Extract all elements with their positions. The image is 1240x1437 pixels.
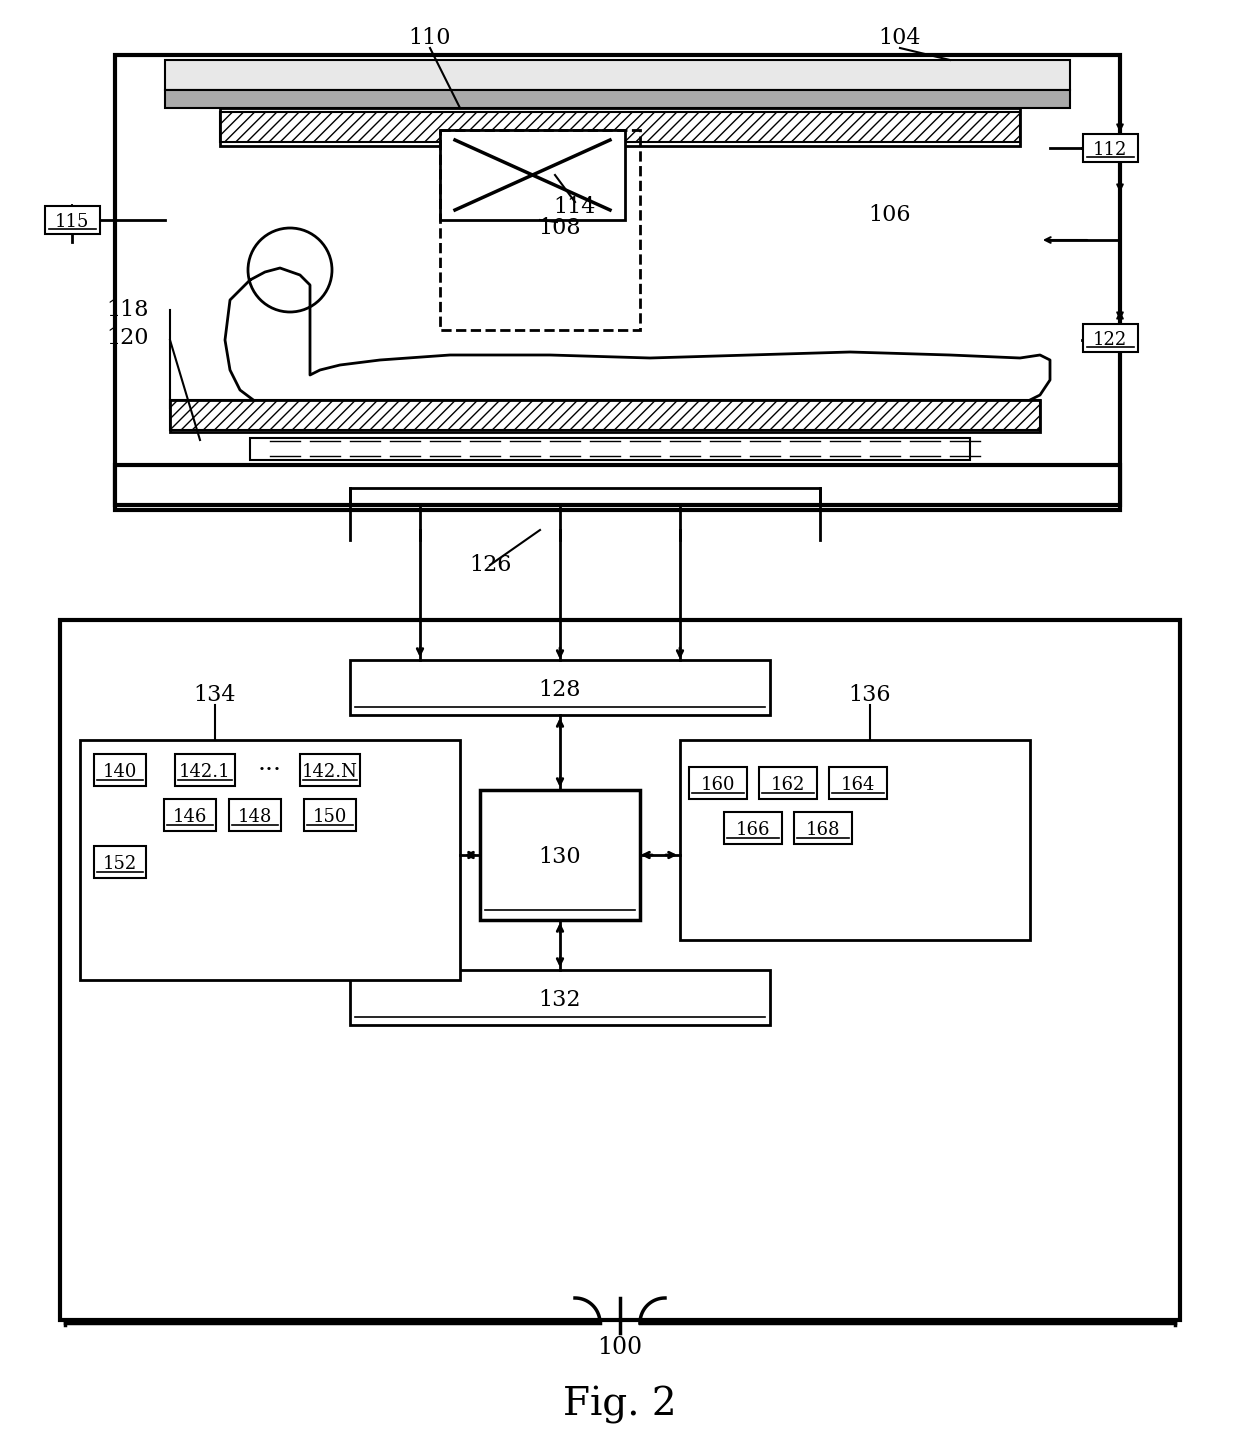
- FancyBboxPatch shape: [1083, 134, 1137, 162]
- FancyBboxPatch shape: [300, 754, 360, 786]
- Text: 104: 104: [879, 27, 921, 49]
- FancyBboxPatch shape: [165, 60, 1070, 91]
- Text: 120: 120: [107, 328, 149, 349]
- FancyBboxPatch shape: [680, 740, 1030, 940]
- Text: ···: ···: [258, 759, 281, 782]
- Text: 140: 140: [103, 763, 138, 780]
- Text: 132: 132: [538, 989, 582, 1010]
- Bar: [440, 129, 640, 331]
- Text: 168: 168: [806, 821, 841, 839]
- FancyBboxPatch shape: [794, 812, 852, 844]
- Text: 136: 136: [848, 684, 892, 706]
- FancyBboxPatch shape: [115, 55, 1120, 510]
- Text: 166: 166: [735, 821, 770, 839]
- FancyBboxPatch shape: [229, 799, 281, 831]
- FancyBboxPatch shape: [350, 660, 770, 716]
- Polygon shape: [224, 267, 1050, 420]
- FancyBboxPatch shape: [759, 767, 817, 799]
- FancyBboxPatch shape: [60, 619, 1180, 1321]
- FancyBboxPatch shape: [219, 112, 1021, 142]
- Text: 164: 164: [841, 776, 875, 795]
- Text: 108: 108: [538, 217, 582, 239]
- FancyBboxPatch shape: [165, 91, 1070, 108]
- FancyBboxPatch shape: [81, 740, 460, 980]
- FancyBboxPatch shape: [250, 438, 970, 460]
- FancyBboxPatch shape: [350, 970, 770, 1025]
- FancyBboxPatch shape: [440, 129, 625, 220]
- Text: 126: 126: [469, 555, 511, 576]
- Text: 114: 114: [554, 195, 596, 218]
- Text: 128: 128: [538, 678, 582, 700]
- FancyBboxPatch shape: [94, 754, 146, 786]
- FancyBboxPatch shape: [830, 767, 887, 799]
- Text: 160: 160: [701, 776, 735, 795]
- FancyBboxPatch shape: [1083, 323, 1137, 352]
- Text: 118: 118: [107, 299, 149, 320]
- FancyBboxPatch shape: [170, 399, 1040, 430]
- FancyBboxPatch shape: [689, 767, 746, 799]
- Text: 112: 112: [1092, 141, 1127, 160]
- FancyBboxPatch shape: [175, 754, 236, 786]
- FancyBboxPatch shape: [94, 846, 146, 878]
- FancyBboxPatch shape: [304, 799, 356, 831]
- Text: 146: 146: [172, 808, 207, 826]
- Text: 142.N: 142.N: [303, 763, 358, 780]
- Text: 110: 110: [409, 27, 451, 49]
- Text: 130: 130: [538, 846, 582, 868]
- Text: 162: 162: [771, 776, 805, 795]
- Text: 134: 134: [193, 684, 237, 706]
- Text: 150: 150: [312, 808, 347, 826]
- Text: 152: 152: [103, 855, 138, 874]
- Text: 100: 100: [598, 1336, 642, 1359]
- FancyBboxPatch shape: [164, 799, 216, 831]
- Text: 115: 115: [55, 213, 89, 231]
- FancyBboxPatch shape: [45, 205, 99, 234]
- FancyBboxPatch shape: [115, 466, 1120, 504]
- Text: 142.1: 142.1: [180, 763, 231, 780]
- Text: Fig. 2: Fig. 2: [563, 1387, 677, 1424]
- Text: 106: 106: [869, 204, 911, 226]
- Text: 148: 148: [238, 808, 273, 826]
- FancyBboxPatch shape: [480, 790, 640, 920]
- Text: 122: 122: [1092, 331, 1127, 349]
- FancyBboxPatch shape: [724, 812, 782, 844]
